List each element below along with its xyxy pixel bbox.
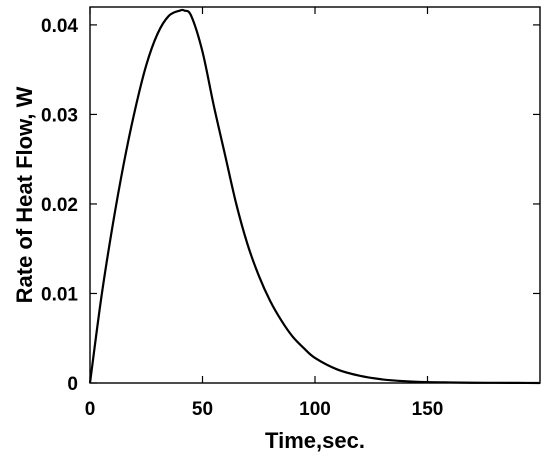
y-axis-label: Rate of Heat Flow, W	[12, 86, 37, 303]
tick-marks	[89, 7, 540, 384]
y-tick-label: 0.01	[41, 284, 78, 305]
y-tick-label: 0.03	[41, 105, 78, 126]
y-tick-label: 0	[67, 374, 78, 395]
plot-frame	[89, 6, 541, 384]
heat-flow-curve	[88, 8, 541, 385]
x-tick-label: 150	[412, 399, 444, 420]
x-axis-label: Time,sec.	[265, 428, 365, 453]
y-tick-label: 0.02	[41, 195, 78, 216]
y-tick-label: 0.04	[41, 16, 78, 37]
tick-labels: 0 50 100 150 0 0.01 0.02 0.03 0.04	[41, 16, 443, 420]
x-tick-label: 100	[299, 399, 331, 420]
x-tick-label: 50	[192, 399, 213, 420]
x-tick-label: 0	[85, 399, 96, 420]
